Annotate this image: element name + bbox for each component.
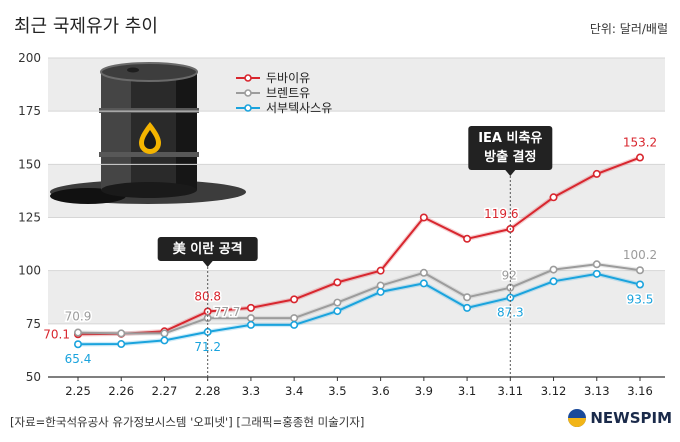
callout-pointer — [202, 261, 213, 267]
x-tick-label: 3.1 — [458, 384, 476, 398]
point-brent — [333, 298, 342, 307]
point-dubai — [549, 193, 558, 202]
y-tick-label: 150 — [18, 157, 41, 171]
callout-text: 美 이란 공격 — [173, 241, 243, 257]
y-tick-label: 200 — [18, 51, 41, 65]
x-tick-label: 3.16 — [627, 384, 653, 398]
series-line-brent — [77, 263, 641, 335]
point-brent — [160, 329, 169, 338]
chart-title: 최근 국제유가 추이 — [14, 16, 158, 37]
data-label: 70.9 — [65, 310, 92, 324]
point-brent — [419, 268, 428, 277]
x-tick-label: 3.13 — [584, 384, 610, 398]
point-wti — [635, 280, 644, 289]
x-tick-label: 3.6 — [371, 384, 389, 398]
point-dubai — [333, 278, 342, 287]
point-wti — [463, 303, 472, 312]
series-line-dubai — [77, 156, 641, 336]
legend-label: 두바이유 — [266, 71, 310, 85]
data-label: 92 — [502, 269, 517, 283]
data-label: 153.2 — [623, 136, 657, 150]
point-wti — [117, 340, 126, 349]
data-label: 119.6 — [484, 207, 518, 221]
x-tick-label: 2.26 — [108, 384, 134, 398]
point-wti — [290, 320, 299, 329]
source-credit: [자료=한국석유공사 유가정보시스템 '오피넷'] [그래픽=홍종현 미술기자] — [10, 415, 365, 429]
point-brent — [74, 328, 83, 337]
x-tick-label: 3.9 — [415, 384, 433, 398]
x-tick-label: 2.28 — [195, 384, 221, 398]
point-brent — [246, 314, 255, 323]
point-wti — [333, 307, 342, 316]
y-tick-label: 175 — [18, 104, 41, 118]
y-tick-label: 125 — [18, 211, 41, 225]
point-dubai — [592, 169, 601, 178]
callout-text: 방출 결정 — [484, 149, 536, 165]
x-tick-label: 3.11 — [498, 384, 524, 398]
callout-box — [468, 126, 553, 170]
point-brent — [203, 314, 212, 323]
point-brent — [376, 281, 385, 290]
point-dubai — [290, 295, 299, 304]
point-wti — [549, 277, 558, 286]
x-tick-label: 2.25 — [65, 384, 91, 398]
data-label: 71.2 — [194, 340, 221, 354]
callout-box — [157, 237, 258, 261]
callout-text: IEA 비축유 — [478, 130, 542, 146]
legend-marker-dubai — [244, 74, 252, 82]
brand-logo: NEWSPIM — [568, 409, 672, 427]
point-wti — [592, 269, 601, 278]
point-wti — [74, 340, 83, 349]
x-tick-label: 3.4 — [285, 384, 303, 398]
x-tick-label: 3.5 — [328, 384, 346, 398]
legend-label: 브렌트유 — [266, 86, 310, 100]
point-brent — [117, 329, 126, 338]
point-wti — [246, 320, 255, 329]
point-brent — [592, 260, 601, 269]
point-brent — [549, 265, 558, 274]
data-label: 100.2 — [623, 248, 657, 262]
point-brent — [290, 314, 299, 323]
data-label: 77.7 — [214, 305, 241, 319]
point-brent — [463, 293, 472, 302]
point-wti — [160, 336, 169, 345]
y-tick-label: 50 — [26, 370, 41, 384]
unit-label: 단위: 달러/배럴 — [589, 22, 668, 36]
legend-label: 서부텍사스유 — [266, 101, 332, 115]
point-dubai — [635, 153, 644, 162]
x-tick-label: 3.12 — [541, 384, 567, 398]
point-brent — [635, 266, 644, 275]
legend-marker-brent — [244, 89, 252, 97]
x-tick-label: 2.27 — [152, 384, 178, 398]
point-dubai — [419, 213, 428, 222]
series-line-wti — [77, 272, 641, 346]
data-label: 65.4 — [65, 352, 92, 366]
point-dubai — [376, 266, 385, 275]
point-wti — [419, 279, 428, 288]
oil-barrel-illustration — [50, 62, 246, 204]
x-tick-label: 3.3 — [242, 384, 260, 398]
point-wti — [376, 287, 385, 296]
point-dubai — [463, 234, 472, 243]
point-dubai — [246, 303, 255, 312]
legend-marker-wti — [244, 104, 252, 112]
brand-name: NEWSPIM — [590, 409, 672, 427]
data-label: 93.5 — [627, 292, 654, 306]
y-tick-label: 100 — [18, 264, 41, 278]
newspim-logo-icon — [568, 409, 587, 427]
data-label: 70.1 — [43, 327, 70, 341]
callout-pointer — [505, 170, 516, 176]
y-tick-label: 75 — [26, 317, 41, 331]
